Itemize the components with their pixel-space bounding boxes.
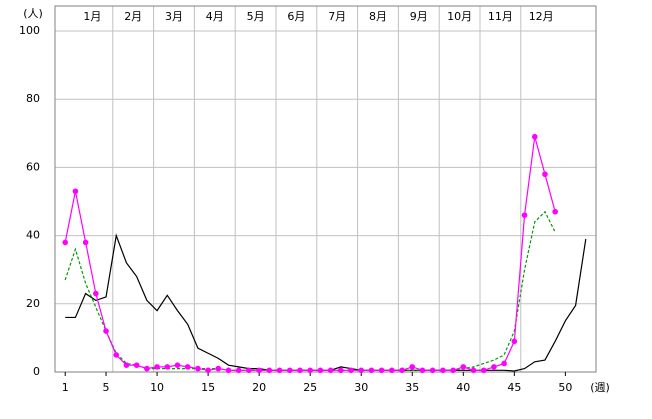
series-marker <box>174 362 181 368</box>
x-tick-label: 45 <box>507 381 521 394</box>
series-marker <box>338 367 344 374</box>
series-marker <box>480 367 487 374</box>
series-marker <box>246 367 252 374</box>
series-marker <box>133 362 140 368</box>
series-marker <box>327 367 334 374</box>
x-tick-label: 30 <box>354 381 368 394</box>
series-line <box>65 233 587 372</box>
month-label: 1月 <box>83 10 101 23</box>
month-label: 5月 <box>247 10 265 23</box>
x-tick-label: 15 <box>201 381 215 394</box>
series-marker <box>440 367 446 374</box>
series-marker <box>256 367 262 374</box>
series-marker <box>542 171 548 178</box>
y-tick-label: 40 <box>26 229 40 242</box>
series-marker <box>297 367 303 374</box>
month-label: 12月 <box>529 10 554 23</box>
month-label: 8月 <box>369 10 387 23</box>
series-marker <box>358 367 365 374</box>
series-marker <box>460 364 467 370</box>
series-marker <box>276 367 283 374</box>
series-marker <box>113 352 120 358</box>
x-tick-label: 20 <box>252 381 266 394</box>
month-label: 7月 <box>328 10 346 23</box>
x-tick-label: 50 <box>558 381 572 394</box>
series-marker <box>184 364 191 370</box>
series-marker <box>491 364 497 370</box>
month-label: 4月 <box>206 10 224 23</box>
series-marker <box>531 133 538 140</box>
series-marker <box>501 360 507 367</box>
series-marker <box>450 367 456 374</box>
series-marker <box>82 239 89 246</box>
series-marker <box>266 367 273 374</box>
series-marker <box>389 367 395 374</box>
x-tick-label: 10 <box>150 381 164 394</box>
series-line <box>64 136 556 371</box>
series-marker <box>93 290 99 297</box>
series-marker <box>205 367 211 374</box>
month-label: 9月 <box>410 10 428 23</box>
x-tick-label: 25 <box>303 381 317 394</box>
series-marker <box>144 365 150 372</box>
y-tick-label: 60 <box>26 160 40 173</box>
y-tick-label: 20 <box>26 297 40 310</box>
series-marker <box>348 367 354 374</box>
month-label: 2月 <box>124 10 142 23</box>
series-marker <box>154 364 160 370</box>
series-marker <box>164 364 171 370</box>
series-marker <box>215 365 222 372</box>
series-marker <box>521 212 528 218</box>
series-marker <box>511 338 518 345</box>
series-marker <box>378 367 385 374</box>
series-marker <box>368 367 375 374</box>
y-tick-label: 80 <box>26 92 40 105</box>
series-marker <box>72 188 79 195</box>
series-marker <box>317 367 324 374</box>
month-label: 11月 <box>488 10 513 23</box>
series-marker <box>470 367 477 374</box>
x-tick-label: 35 <box>405 381 419 394</box>
month-label: 3月 <box>165 10 183 23</box>
series-marker <box>103 328 109 334</box>
series-marker <box>552 208 558 215</box>
series-marker <box>399 367 405 374</box>
y-tick-label: 0 <box>33 365 40 378</box>
x-tick-label: 40 <box>456 381 470 394</box>
series-marker <box>429 367 436 374</box>
plot-frame <box>54 5 597 373</box>
series-marker <box>307 367 313 374</box>
series-marker <box>62 239 69 246</box>
series-line <box>64 210 556 371</box>
series-marker <box>235 367 242 374</box>
y-axis-label: (人) <box>23 7 43 20</box>
x-tick-label: 1 <box>62 381 69 394</box>
series-marker <box>419 367 426 374</box>
series-marker <box>286 367 293 374</box>
x-tick-label: 5 <box>103 381 110 394</box>
month-label: 10月 <box>447 10 472 23</box>
series-marker <box>195 365 201 372</box>
y-tick-label: 100 <box>19 24 40 37</box>
series-marker <box>123 362 130 368</box>
x-axis-label: (週) <box>590 381 610 394</box>
series-marker <box>225 367 232 374</box>
series-marker <box>409 364 416 370</box>
month-label: 6月 <box>287 10 305 23</box>
